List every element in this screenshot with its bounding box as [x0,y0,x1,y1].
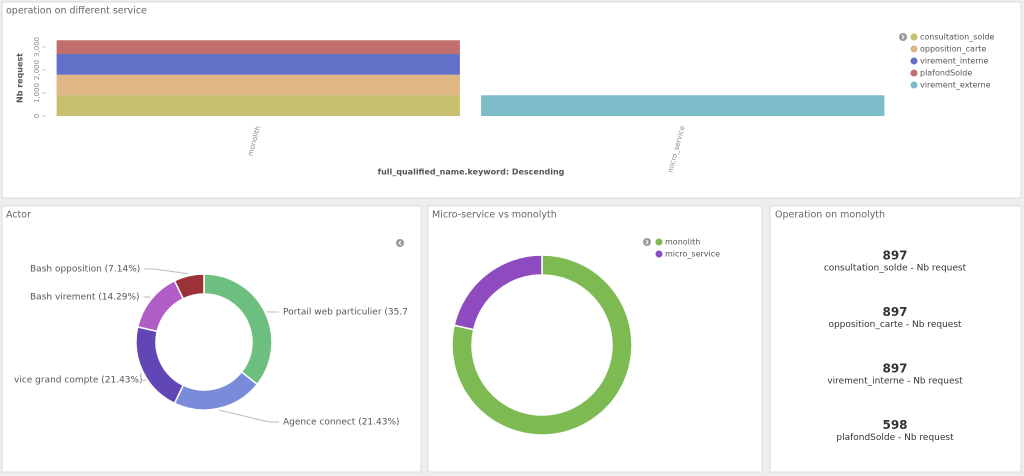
legend-toggle-icon [645,239,649,245]
legend-swatch [910,69,918,77]
panel-title: Micro-service vs monolyth [432,210,557,221]
bar-segment [56,74,460,96]
metric-value: 897 [882,362,907,376]
legend-swatch [655,250,663,258]
slice-label: Agence connect (21.43%) [283,418,400,428]
panel [769,205,1022,473]
legend-swatch [910,57,918,65]
panel [427,205,763,473]
metric-value: 897 [882,305,907,319]
slice-label: Bash virement (14.29%) [30,293,140,303]
legend-label[interactable]: micro_service [665,250,720,259]
legend-toggle[interactable] [643,238,651,246]
x-axis-title: full_qualified_name.keyword: Descending [378,168,565,177]
leader-line [219,409,279,423]
legend-toggle-icon [901,34,905,40]
legend-swatch [910,33,918,41]
legend-swatch [910,81,918,89]
legend-swatch [655,238,663,246]
legend-toggle-icon [398,240,402,246]
bar-segment [481,95,885,116]
panel [1,205,422,473]
slice-label: vice grand compte (21.43%) [14,376,143,386]
metric-label: opposition_carte - Nb request [828,320,962,330]
legend-label[interactable]: consultation_solde [920,33,995,42]
y-tick-label: 1,000 [33,83,41,103]
legend-toggle[interactable] [899,33,907,41]
metric-value: 598 [882,418,907,432]
bar-segment [56,54,460,75]
metric-label: consultation_solde - Nb request [824,264,967,274]
legend-label[interactable]: monolith [665,238,700,247]
legend-label[interactable]: virement_interne [920,57,988,66]
bar-segment [56,40,460,55]
slice-label: Portail web particulier (35.7 [283,308,408,318]
metric-label: plafondSolde - Nb request [836,433,954,443]
leader-line [140,372,147,381]
metric-value: 897 [882,249,907,263]
pie-slice[interactable] [173,273,205,300]
slice-label: Bash opposition (7.14%) [30,265,140,275]
pie-slice[interactable] [451,254,633,436]
panel-title: Actor [6,210,31,221]
legend-swatch [910,45,918,53]
panel-title: Operation on monolyth [775,210,885,221]
legend-label[interactable]: virement_externe [920,81,991,90]
y-tick-label: 0 [33,114,41,118]
legend-label[interactable]: plafondSolde [920,69,972,78]
bar-segment [56,95,460,116]
legend-toggle[interactable] [396,239,404,247]
legend-label[interactable]: opposition_carte [920,45,986,54]
leader-line [143,296,150,299]
leader-line [144,268,189,275]
y-axis-title: Nb request [16,53,25,103]
pie-slice[interactable] [453,254,543,331]
metric-label: virement_interne - Nb request [827,377,963,387]
y-tick-label: 3,000 [33,37,41,57]
y-tick-label: 2,000 [33,60,41,80]
panel-title: operation on different service [6,6,147,17]
